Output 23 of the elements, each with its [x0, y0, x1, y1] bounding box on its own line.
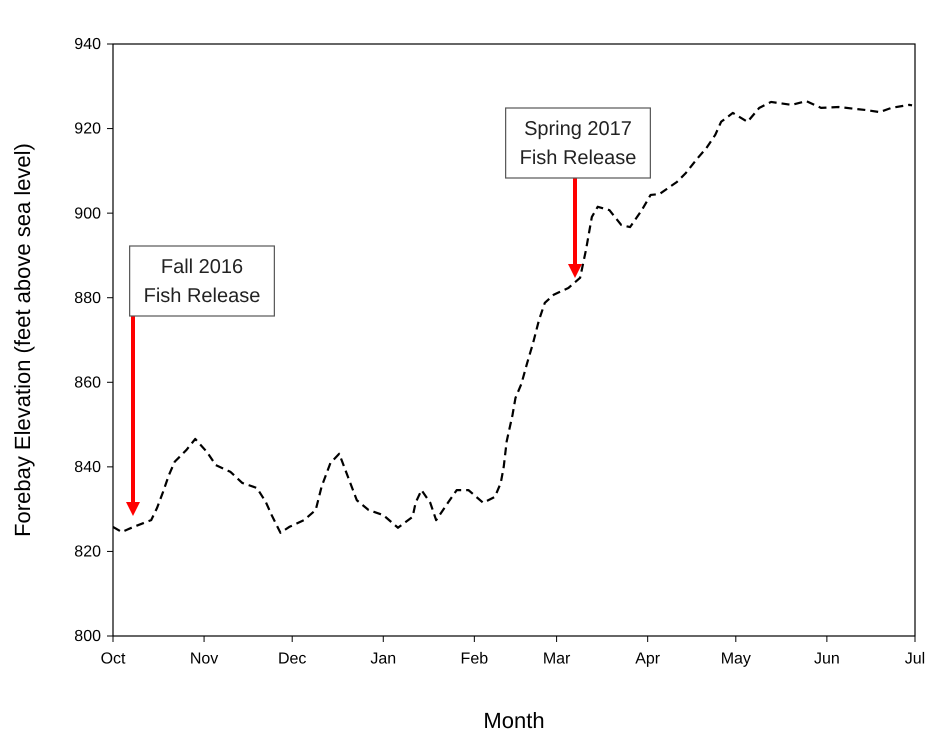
annotation: Fall 2016 Fish Release [144, 256, 260, 307]
x-axis-title: Month [483, 708, 545, 733]
line-series [112, 100, 914, 534]
x-tick-label: Apr [635, 650, 661, 668]
x-tick-label: Mar [542, 650, 572, 668]
y-tick-label: 860 [74, 374, 102, 392]
x-tick-label: Feb [460, 650, 488, 668]
x-tick-label: Jan [370, 650, 396, 668]
x-tick-label: Nov [190, 650, 218, 668]
y-tick-label: 800 [74, 628, 102, 646]
x-tick-label: Jul [904, 650, 926, 668]
y-tick-label: 920 [74, 120, 102, 138]
x-tick-label: Dec [278, 650, 306, 668]
y-axis-title: Forebay Elevation (feet above sea level) [10, 143, 35, 537]
y-tick-label: 900 [74, 205, 102, 222]
x-tick-label: Jun [814, 650, 840, 668]
x-tick-label: May [720, 650, 751, 668]
y-tick-label: 880 [74, 290, 102, 307]
annotation: Spring 2017 Fish Release [520, 118, 636, 169]
y-tick-label: 940 [74, 36, 102, 54]
y-tick-label: 820 [74, 544, 102, 561]
x-tick-label: Oct [100, 650, 126, 668]
y-tick-label: 840 [74, 458, 102, 476]
